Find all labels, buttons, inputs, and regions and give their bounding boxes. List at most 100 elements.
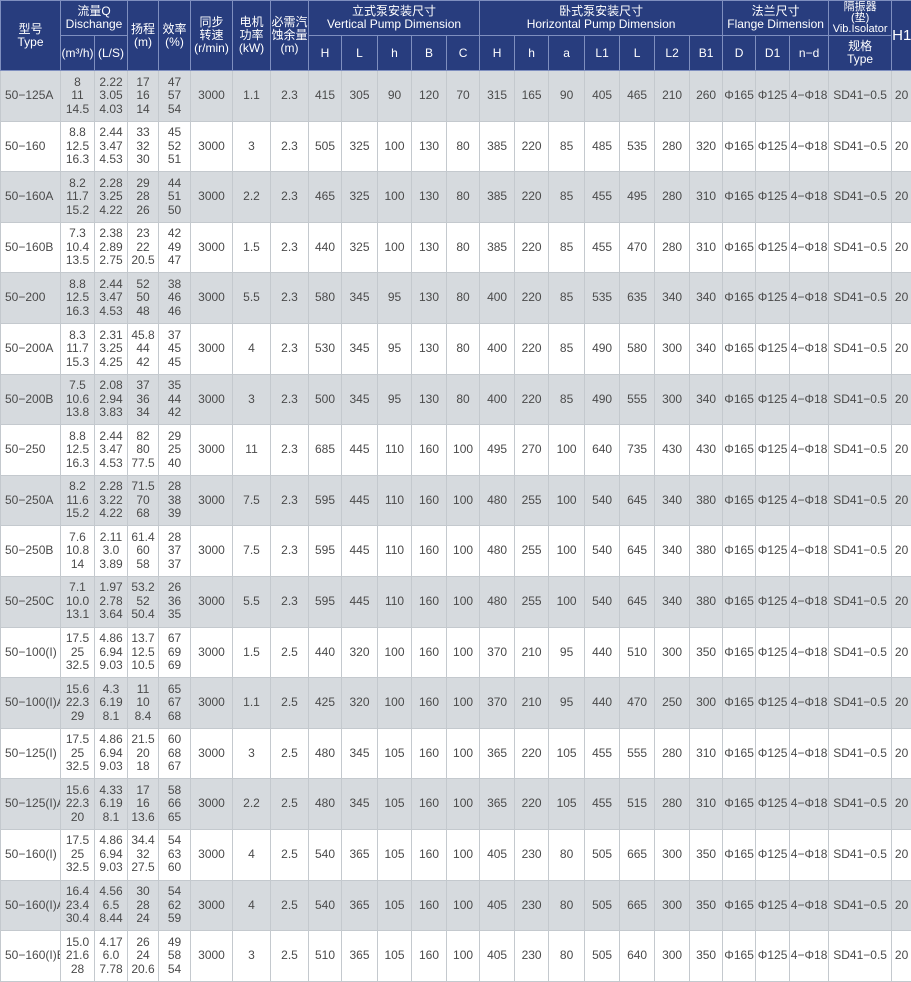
cell-line: 13.5 — [61, 254, 94, 268]
cell-value: 385 — [480, 172, 515, 223]
cell-line: 29 — [61, 710, 94, 724]
cell-value: 325 — [342, 121, 378, 172]
cell-line: 7.78 — [95, 963, 127, 977]
cell-line: 14.5 — [61, 103, 94, 117]
cell-value: SD41−0.5 — [829, 323, 892, 374]
cell-value: Φ165 — [723, 222, 756, 273]
cell-value: 445 — [342, 425, 378, 476]
cell-value: 2.3 — [271, 71, 309, 122]
cell-line: 1.97 — [95, 581, 127, 595]
cell-line: 36 — [128, 393, 158, 407]
cell-value: Φ125 — [756, 728, 790, 779]
cell-value: 645 — [620, 475, 655, 526]
cell-value: 305 — [342, 71, 378, 122]
cell-value: 210 — [515, 627, 549, 678]
cell-value: 365 — [342, 880, 378, 931]
cell-line: 6.5 — [95, 899, 127, 913]
cell-value: 280 — [655, 728, 690, 779]
cell-line: 49 — [159, 241, 190, 255]
cell-line: 8.1 — [95, 710, 127, 724]
cell-line: 8.4 — [128, 710, 158, 724]
cell-line: 7.1 — [61, 581, 94, 595]
cell-value: 100 — [447, 829, 480, 880]
cell-line: 37 — [159, 544, 190, 558]
cell-value: 220 — [515, 323, 549, 374]
cell-value: Φ165 — [723, 728, 756, 779]
cell-value: 100 — [378, 121, 412, 172]
cell-line: 3.0 — [95, 544, 127, 558]
cell-line: 6.19 — [95, 797, 127, 811]
cell-value: 340 — [655, 526, 690, 577]
cell-value: 280 — [655, 779, 690, 830]
cell-value: 445 — [342, 526, 378, 577]
header-horizontal-col: h — [515, 36, 549, 71]
cell-line: 20 — [61, 811, 94, 825]
cell-value: 325 — [342, 222, 378, 273]
cell-line: 4.53 — [95, 305, 127, 319]
cell-value: 3000 — [191, 71, 233, 122]
cell-value: Φ165 — [723, 526, 756, 577]
cell-value: 350 — [690, 829, 723, 880]
cell-line: 13.8 — [61, 406, 94, 420]
cell-line: 14 — [128, 103, 158, 117]
header-power: 电机 功率 (kW) — [233, 1, 271, 71]
cell-value: SD41−0.5 — [829, 374, 892, 425]
cell-value: Φ125 — [756, 779, 790, 830]
cell-value: 345 — [342, 779, 378, 830]
cell-value: 4−Φ18 — [790, 425, 829, 476]
header-vertical-dimension: 立式泵安装尺寸 Vertical Pump Dimension — [309, 1, 480, 36]
cell-line: 11 — [61, 89, 94, 103]
cell-line: 69 — [159, 646, 190, 660]
cell-value: 20 — [892, 779, 911, 830]
cell-value: 400 — [480, 374, 515, 425]
cell-value: 640 — [585, 425, 620, 476]
cell-line: 29 — [159, 430, 190, 444]
cell-line: 58 — [159, 784, 190, 798]
cell-line: 28 — [128, 190, 158, 204]
cell-value: 20 — [892, 576, 911, 627]
cell-value: 220 — [515, 779, 549, 830]
cell-value: 120 — [412, 71, 447, 122]
cell-line: 23 — [128, 227, 158, 241]
cell-line: 49 — [159, 936, 190, 950]
cell-line: 17 — [128, 784, 158, 798]
cell-value: 100 — [447, 931, 480, 982]
cell-model-type: 50−100(I) — [1, 627, 61, 678]
cell-value: 2.3 — [271, 526, 309, 577]
cell-line: 3.64 — [95, 608, 127, 622]
cell-line: 25 — [61, 848, 94, 862]
cell-value: 1.5 — [233, 627, 271, 678]
cell-line: 13.1 — [61, 608, 94, 622]
cell-line: 2.44 — [95, 278, 127, 292]
cell-line: 10.6 — [61, 393, 94, 407]
cell-line: 35 — [159, 608, 190, 622]
cell-value: SD41−0.5 — [829, 172, 892, 223]
cell-value: Φ125 — [756, 374, 790, 425]
cell-line: 12.5 — [61, 140, 94, 154]
cell-value: Φ165 — [723, 71, 756, 122]
cell-value: 495 — [620, 172, 655, 223]
cell-line: 25 — [159, 443, 190, 457]
cell-value: Φ125 — [756, 678, 790, 729]
cell-value: 3000 — [191, 576, 233, 627]
cell-value: 220 — [515, 222, 549, 273]
cell-value: 340 — [690, 273, 723, 324]
cell-value: 20 — [892, 121, 911, 172]
cell-value: 645 — [620, 526, 655, 577]
cell-line: 17.5 — [61, 632, 94, 646]
cell-value: 20 — [892, 172, 911, 223]
cell-value: 300 — [690, 678, 723, 729]
cell-line: 38 — [159, 494, 190, 508]
cell-value: 455 — [585, 172, 620, 223]
